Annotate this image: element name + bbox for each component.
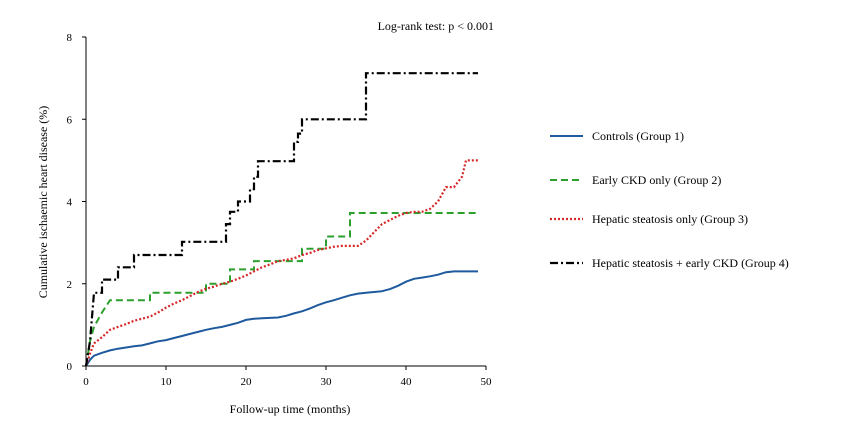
series-line-group-3 xyxy=(84,159,478,367)
legend: Controls (Group 1) Early CKD only (Group … xyxy=(550,129,789,270)
legend-label-group-4: Hepatic steatosis + early CKD (Group 4) xyxy=(592,256,789,270)
legend-label-group-1: Controls (Group 1) xyxy=(592,129,684,143)
series-line-group-4 xyxy=(84,72,478,367)
x-tick-label: 50 xyxy=(481,376,493,388)
logrank-annotation: Log-rank test: p < 0.001 xyxy=(378,19,494,33)
y-tick-label: 0 xyxy=(67,361,73,373)
y-tick-label: 8 xyxy=(67,32,73,44)
x-tick-label: 40 xyxy=(401,376,413,388)
x-tick-label: 0 xyxy=(83,376,89,388)
y-tick-label: 2 xyxy=(67,279,73,291)
x-tick-label: 30 xyxy=(321,376,333,388)
y-tick-label: 6 xyxy=(67,114,73,126)
ticks: 0 10 20 30 40 50 0 2 4 6 8 xyxy=(67,32,493,388)
series-line-group-2 xyxy=(85,212,478,367)
series-lines xyxy=(84,72,478,367)
series-line-group-1 xyxy=(85,270,478,367)
legend-label-group-3: Hepatic steatosis only (Group 3) xyxy=(592,212,748,226)
x-tick-label: 10 xyxy=(161,376,173,388)
legend-label-group-2: Early CKD only (Group 2) xyxy=(592,173,721,187)
y-axis-title: Cumulative ischaemic heart disease (%) xyxy=(36,106,50,299)
y-tick-label: 4 xyxy=(67,197,73,209)
x-tick-label: 20 xyxy=(241,376,253,388)
x-axis-title: Follow-up time (months) xyxy=(230,402,351,416)
